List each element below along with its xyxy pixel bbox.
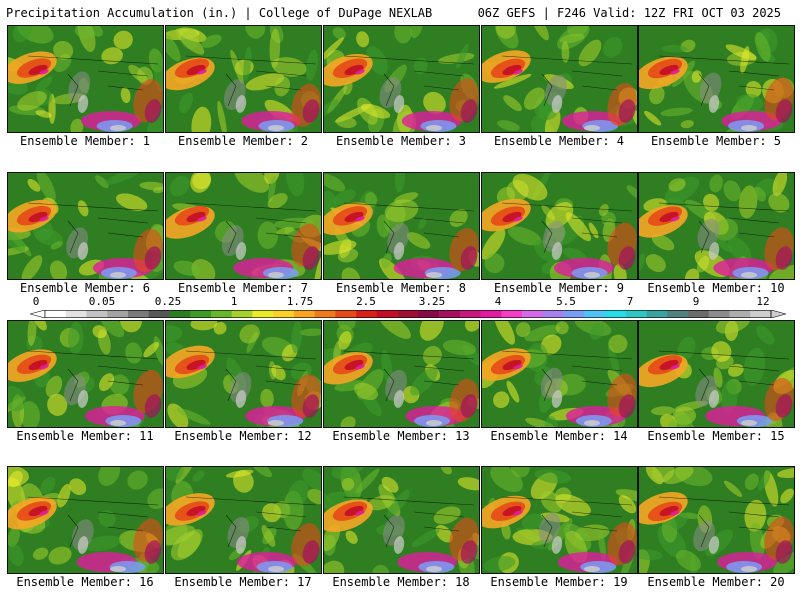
colorbar-tick-label: 5.5 [556,295,576,308]
colorbar-swatch [439,310,461,318]
colorbar-tick-label: 7 [626,295,634,308]
colorbar-swatch [563,310,585,318]
colorbar-swatch [273,310,295,318]
colorbar-swatch [376,310,398,318]
colorbar-swatch [688,310,710,318]
ensemble-member-map [323,172,480,280]
ensemble-member-label: Ensemble Member: 6 [19,281,151,295]
colorbar [30,310,786,318]
ensemble-member-label: Ensemble Member: 3 [335,134,467,148]
ensemble-member-map [7,25,164,133]
colorbar-swatch [148,310,170,318]
colorbar-tick-label: 4 [494,295,502,308]
colorbar-swatch [314,310,336,318]
colorbar-swatch [625,310,647,318]
ensemble-member-label: Ensemble Member: 8 [335,281,467,295]
ensemble-member-label: Ensemble Member: 9 [493,281,625,295]
colorbar-swatch [646,310,668,318]
colorbar-tick-label: 9 [692,295,700,308]
ensemble-member-map [165,320,322,428]
colorbar-swatch [190,310,212,318]
ensemble-member-map [323,25,480,133]
ensemble-member-map [7,172,164,280]
ensemble-member-label: Ensemble Member: 12 [174,429,312,443]
ensemble-member-map [481,25,638,133]
colorbar-tick-label: 0 [32,295,40,308]
ensemble-member-map [323,320,480,428]
ensemble-member-map [165,25,322,133]
colorbar-swatch [65,310,87,318]
title-left: Precipitation Accumulation (in.) | Colle… [6,6,433,20]
ensemble-member-label: Ensemble Member: 15 [647,429,785,443]
colorbar-swatch [356,310,378,318]
title-right: 06Z GEFS | F246 Valid: 12Z FRI OCT 03 20… [477,6,781,20]
colorbar-swatch [397,310,419,318]
colorbar-tick-label: 1 [230,295,238,308]
colorbar-arrow-icon [30,310,46,318]
colorbar-swatch [107,310,129,318]
ensemble-member-label: Ensemble Member: 2 [177,134,309,148]
ensemble-member-label: Ensemble Member: 10 [647,281,785,295]
colorbar-swatch [169,310,191,318]
colorbar-swatch [45,310,67,318]
colorbar-swatch [86,310,108,318]
colorbar-swatch [335,310,357,318]
ensemble-member-label: Ensemble Member: 16 [16,575,154,589]
ensemble-member-map [481,172,638,280]
colorbar-tick-label: 2.5 [356,295,376,308]
colorbar-swatch [729,310,751,318]
colorbar-swatch [605,310,627,318]
colorbar-swatch [584,310,606,318]
colorbar-swatch [293,310,315,318]
colorbar-tick-label: 3.25 [418,295,446,308]
ensemble-member-map [323,466,480,574]
ensemble-member-label: Ensemble Member: 5 [650,134,782,148]
colorbar-swatch [750,310,772,318]
ensemble-member-map [165,466,322,574]
ensemble-member-label: Ensemble Member: 17 [174,575,312,589]
colorbar-swatch [231,310,253,318]
ensemble-member-label: Ensemble Member: 20 [647,575,785,589]
ensemble-member-label: Ensemble Member: 14 [490,429,628,443]
colorbar-swatch [501,310,523,318]
ensemble-member-label: Ensemble Member: 18 [332,575,470,589]
colorbar-swatch [459,310,481,318]
ensemble-member-map [7,466,164,574]
colorbar-swatch [522,310,544,318]
colorbar-swatch [418,310,440,318]
ensemble-member-label: Ensemble Member: 11 [16,429,154,443]
ensemble-member-label: Ensemble Member: 19 [490,575,628,589]
ensemble-member-map [481,320,638,428]
colorbar-swatch [542,310,564,318]
ensemble-member-map [7,320,164,428]
ensemble-member-map [165,172,322,280]
colorbar-tick-label: 0.25 [154,295,182,308]
ensemble-member-label: Ensemble Member: 1 [19,134,151,148]
colorbar-swatch [480,310,502,318]
colorbar-swatch [210,310,232,318]
colorbar-swatch [252,310,274,318]
colorbar-swatch [127,310,150,318]
colorbar-tick-label: 0.05 [88,295,116,308]
ensemble-member-map [481,466,638,574]
ensemble-member-map [638,172,795,280]
colorbar-tick-label: 12 [756,295,770,308]
ensemble-member-label: Ensemble Member: 4 [493,134,625,148]
colorbar-tick-label: 1.75 [286,295,314,308]
colorbar-arrow-icon [770,310,786,318]
colorbar-swatch [667,310,689,318]
colorbar-swatch [708,310,730,318]
ensemble-member-label: Ensemble Member: 7 [177,281,309,295]
ensemble-member-map [638,25,795,133]
ensemble-member-label: Ensemble Member: 13 [332,429,470,443]
ensemble-member-map [638,320,795,428]
ensemble-member-map [638,466,795,574]
